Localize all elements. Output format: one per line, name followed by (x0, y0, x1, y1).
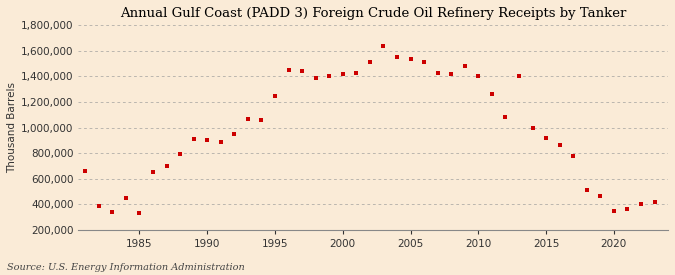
Point (202, 138, 213, 142)
Point (446, 72, 456, 77)
Point (134, 211, 145, 215)
Point (568, 154, 578, 158)
Point (93, 204, 104, 208)
Point (364, 60, 375, 65)
Point (405, 56, 416, 61)
Point (554, 143, 565, 148)
Point (541, 136, 551, 140)
Point (80, 169, 90, 173)
Point (215, 139, 226, 144)
Point (338, 72, 348, 77)
Point (418, 60, 429, 65)
Point (324, 74, 335, 79)
Point (487, 92, 497, 97)
Point (161, 164, 172, 168)
Point (351, 70, 362, 75)
Point (297, 69, 308, 73)
Point (310, 75, 321, 80)
Point (256, 118, 267, 122)
Point (175, 152, 186, 156)
Point (500, 115, 511, 120)
Point (581, 188, 592, 192)
Point (473, 74, 484, 79)
Point (432, 70, 443, 75)
Point (378, 43, 389, 48)
Point (460, 64, 470, 68)
Point (636, 201, 647, 206)
Point (595, 194, 605, 198)
Point (107, 210, 117, 214)
Point (242, 116, 253, 121)
Point (608, 209, 619, 213)
Point (392, 55, 402, 59)
Point (121, 196, 132, 200)
Title: Annual Gulf Coast (PADD 3) Foreign Crude Oil Refinery Receipts by Tanker: Annual Gulf Coast (PADD 3) Foreign Crude… (120, 7, 626, 20)
Point (283, 68, 294, 72)
Point (188, 137, 199, 141)
Point (148, 170, 159, 174)
Y-axis label: Thousand Barrels: Thousand Barrels (7, 82, 17, 173)
Point (269, 94, 280, 98)
Text: Source: U.S. Energy Information Administration: Source: U.S. Energy Information Administ… (7, 263, 244, 272)
Point (622, 207, 632, 211)
Point (649, 200, 660, 205)
Point (514, 74, 524, 79)
Point (229, 132, 240, 136)
Point (527, 125, 538, 130)
